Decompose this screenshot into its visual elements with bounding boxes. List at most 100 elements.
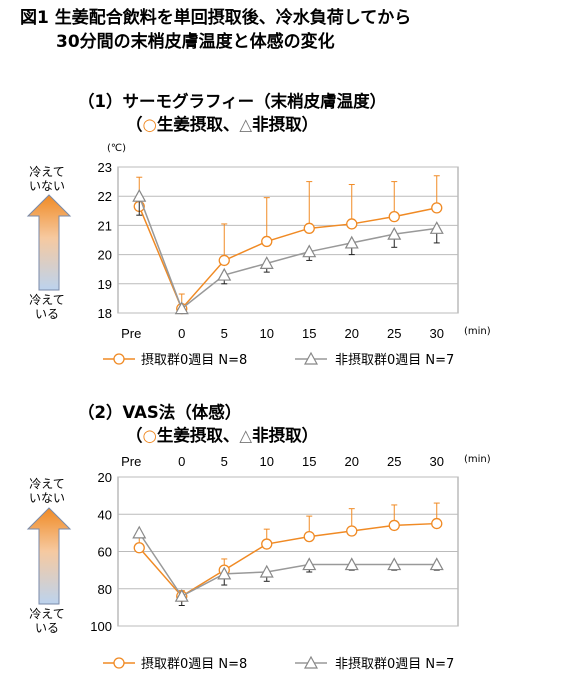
not-cold-text-a: 冷えて [29,165,65,179]
data-point [217,267,232,281]
data-point [387,226,402,240]
legend-marker [113,353,125,365]
triangle-icon: △ [239,426,253,445]
legend-label: 非摂取群0週目 N=7 [335,656,454,672]
data-point [132,188,147,202]
x-unit-label: (min) [464,454,491,465]
figure-title-line2: 30分間の末梢皮膚温度と体感の変化 [56,32,335,52]
series-line [138,522,437,598]
y-tick-label: 19 [98,277,112,292]
chart-vas: 20 40 60 80 100 Pre 0 5 10 15 20 25 30 (min) 摂取群0週目 N=… [90,454,490,672]
arrow-up-icon [26,194,72,291]
nonintake-label: 非摂取） [252,426,319,445]
cold-text-a: 冷えて [29,293,65,307]
data-point [218,254,230,267]
triangle-icon: △ [239,115,253,134]
data-point [303,530,315,543]
cold-text-b: いる [34,307,59,321]
x-tick-label: Pre [121,454,141,469]
not-cold-text-a: 冷えて [29,477,65,491]
data-point [261,538,273,550]
data-point [261,235,273,248]
data-point [174,301,189,315]
x-tick-label: 5 [221,326,228,341]
section2-paren: （ [126,426,143,445]
data-point [344,557,359,571]
x-tick-label: 5 [221,454,228,469]
cold-text-b: いる [34,621,59,635]
section1-paren: （ [126,115,143,134]
y-tick-label: 100 [90,619,112,634]
data-point [429,557,444,571]
y-unit-label: (℃) [107,143,126,154]
y-tick-label: 80 [98,582,112,597]
section1-title-line2: （○生姜摂取、△非摂取） [78,113,386,136]
data-point [217,566,232,580]
ginger-label: 生姜摂取、 [156,115,240,134]
figure-title: 図1 生姜配合飲料を単回摂取後、冷水負荷してから 30分間の末梢皮膚温度と体感の… [20,6,411,54]
not-cold-text-b: いない [28,491,65,505]
x-tick-label: 15 [302,326,316,341]
section1-title-line1: （1）サーモグラフィー（末梢皮膚温度） [78,92,387,111]
x-tick-label: 30 [430,454,444,469]
y-tick-label: 21 [98,218,112,233]
x-tick-label: 10 [260,454,274,469]
x-tick-label: 0 [178,454,185,469]
cold-text-a: 冷えて [29,607,65,621]
not-cold-label-1: 冷えて いない [22,165,72,193]
section2-title-line2: （○生姜摂取、△非摂取） [78,424,318,447]
data-point [302,244,317,258]
circle-icon: ○ [142,115,157,134]
data-point [132,525,147,539]
section2-title: （2）VAS法（体感） （○生姜摂取、△非摂取） [78,401,318,447]
data-point [429,221,444,234]
legend-label: 摂取群0週目 N=8 [141,352,247,368]
section2-title-line1: （2）VAS法（体感） [78,403,242,422]
arrow-up-icon [26,507,72,605]
series-line [138,195,437,310]
section1-title: （1）サーモグラフィー（末梢皮膚温度） （○生姜摂取、△非摂取） [78,90,386,136]
legend-label: 摂取群0週目 N=8 [141,656,247,672]
x-tick-label: 10 [260,326,274,341]
x-tick-label: 30 [430,326,444,341]
plot-frame [117,166,459,314]
x-tick-label: 15 [302,454,316,469]
ginger-label: 生姜摂取、 [156,426,240,445]
chart-skin-temperature: 18 19 20 21 22 23 (℃) Pre 0 5 10 15 20 25 30 (min) 摂取群0週… [98,143,491,368]
y-tick-label: 20 [98,248,112,263]
figure-title-line1: 図1 生姜配合飲料を単回摂取後、冷水負荷してから [20,8,412,28]
data-point [346,525,358,537]
x-unit-label: (min) [464,326,491,337]
data-point [303,222,315,234]
data-point [133,542,145,554]
legend-marker [303,351,319,365]
data-point [346,218,358,230]
series-line [138,206,437,311]
not-cold-text-b: いない [28,179,65,193]
data-point [302,557,317,571]
series-line [138,532,437,598]
legend-label: 非摂取群0週目 N=7 [335,352,454,368]
x-tick-label: Pre [121,326,141,341]
cold-label-2: 冷えて いる [22,607,72,635]
data-point [344,235,359,249]
y-tick-label: 60 [98,545,112,560]
x-tick-label: 20 [345,326,359,341]
y-tick-label: 40 [98,507,112,522]
y-tick-label: 20 [98,470,112,485]
data-point [388,210,400,223]
y-tick-label: 22 [98,189,112,204]
data-point [388,519,400,532]
data-point [431,517,443,530]
data-point [259,564,274,578]
data-point [259,256,274,269]
cold-label-1: 冷えて いる [22,293,72,321]
x-tick-label: 0 [178,326,185,341]
data-point [431,202,443,214]
data-point [174,588,189,602]
circle-icon: ○ [142,426,157,445]
data-point [387,557,402,571]
x-tick-label: 20 [345,454,359,469]
not-cold-label-2: 冷えて いない [22,477,72,505]
